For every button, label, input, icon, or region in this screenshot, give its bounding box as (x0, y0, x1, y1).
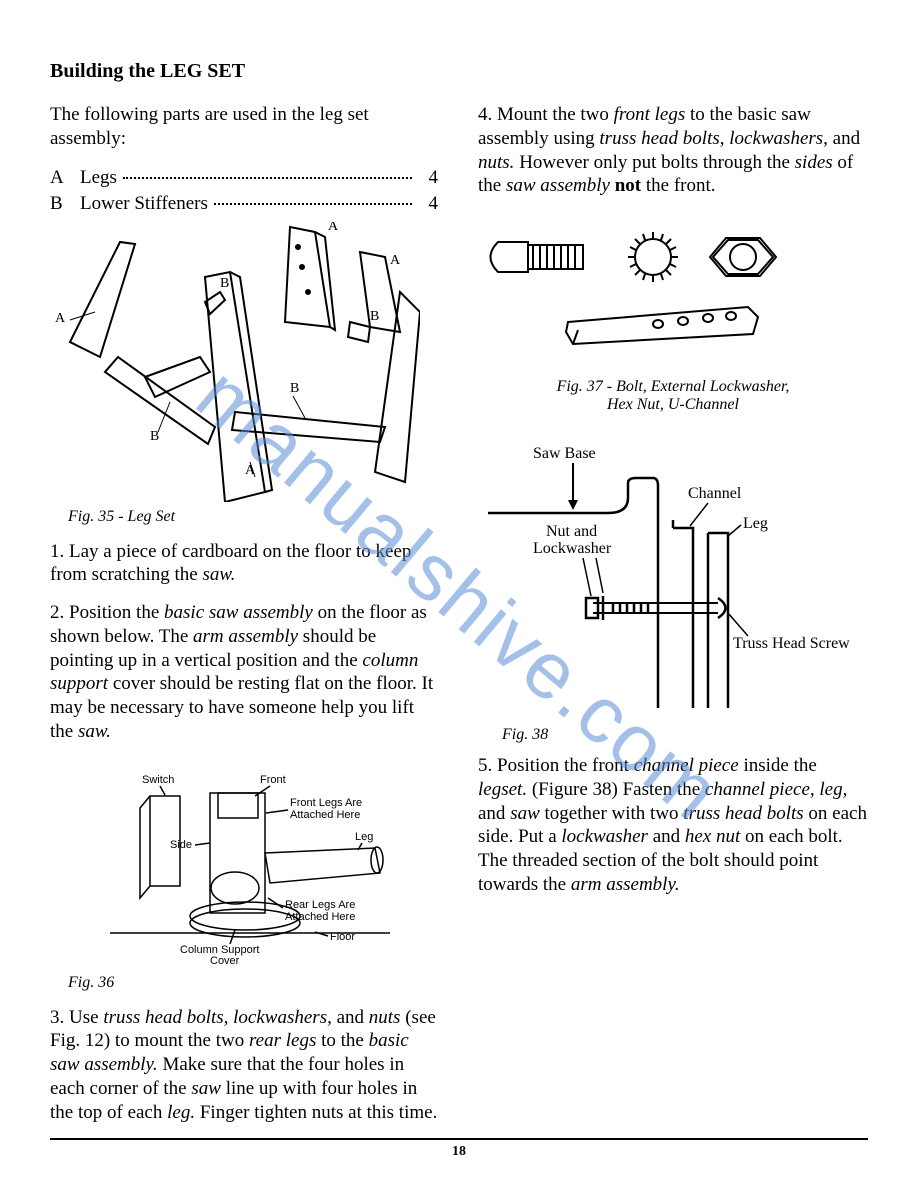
step-4: 4. Mount the two front legs to the basic… (478, 103, 868, 198)
svg-text:Floor: Floor (330, 931, 355, 943)
step-text: and (648, 826, 685, 847)
step-text: the front. (641, 175, 715, 196)
part-name: Legs (80, 165, 117, 192)
parts-row: A Legs 4 (50, 165, 438, 192)
step-em: truss head bolts (683, 803, 803, 824)
step-em: nuts (369, 1007, 401, 1028)
svg-text:A: A (55, 311, 66, 326)
svg-text:Truss Head Screw: Truss Head Screw (733, 635, 850, 652)
fig38-caption: Fig. 38 (502, 726, 868, 744)
right-column: 4. Mount the two front legs to the basic… (478, 103, 868, 1138)
step-em: channel piece, leg, (705, 779, 847, 800)
part-letter: B (50, 191, 80, 218)
section-title: Building the LEG SET (50, 60, 868, 83)
svg-text:B: B (290, 381, 299, 396)
step-text: together with two (540, 803, 684, 824)
svg-text:Switch: Switch (142, 774, 174, 786)
fig36-diagram: Switch Front Front Legs Are Attached Her… (80, 758, 410, 968)
svg-text:Attached Here: Attached Here (290, 809, 360, 821)
step-3: 3. Use truss head bolts, lockwashers, an… (50, 1006, 438, 1125)
svg-text:Rear Legs Are: Rear Legs Are (285, 899, 355, 911)
svg-text:Channel: Channel (688, 485, 742, 502)
step-em: truss head bolts, lockwashers, (103, 1007, 332, 1028)
step-text: and (828, 128, 860, 149)
step-1: 1. Lay a piece of cardboard on the floor… (50, 540, 438, 588)
leader-dots (214, 191, 412, 205)
step-em: lockwasher (561, 826, 648, 847)
svg-text:Attached Here: Attached Here (285, 911, 355, 923)
page-content: Building the LEG SET The following parts… (50, 60, 868, 1148)
step-em: nuts. (478, 152, 514, 173)
svg-text:Nut and: Nut and (546, 523, 597, 540)
step-text: However only put bolts through the (514, 152, 794, 173)
step-text: 5. Position the front (478, 755, 634, 776)
fig37-caption: Fig. 37 - Bolt, External Lockwasher, Hex… (478, 378, 868, 414)
part-qty: 4 (418, 191, 438, 218)
fig35-caption: Fig. 35 - Leg Set (68, 508, 438, 526)
caption-line: Fig. 37 - Bolt, External Lockwasher, (557, 378, 790, 395)
step-em: channel piece (634, 755, 739, 776)
step-em: arm assembly (193, 626, 298, 647)
page-number: 18 (50, 1138, 868, 1160)
svg-text:Cover: Cover (210, 955, 240, 967)
step-em: front legs (614, 104, 686, 125)
step-2: 2. Position the basic saw assembly on th… (50, 601, 438, 744)
step-text: inside the (739, 755, 817, 776)
step-strong: not (615, 175, 641, 196)
svg-text:B: B (220, 276, 229, 291)
step-em: sides (795, 152, 833, 173)
step-text: (Figure 38) Fasten the (527, 779, 705, 800)
leader-dots (123, 165, 412, 179)
step-em: legset. (478, 779, 527, 800)
svg-text:A: A (328, 222, 339, 234)
step-text: Finger tighten nuts at this time. (195, 1102, 437, 1123)
svg-text:Front Legs Are: Front Legs Are (290, 797, 362, 809)
step-text: 2. Position the (50, 602, 164, 623)
fig37-diagram (478, 212, 848, 372)
step-em: saw (191, 1078, 221, 1099)
svg-text:Leg: Leg (743, 515, 768, 532)
step-text: 3. Use (50, 1007, 103, 1028)
step-em: arm assembly. (571, 874, 680, 895)
step-em: hex nut (685, 826, 740, 847)
step-em: basic saw assembly (164, 602, 313, 623)
caption-line: Hex Nut, U-Channel (607, 396, 739, 413)
left-column: The following parts are used in the leg … (50, 103, 438, 1138)
parts-list: A Legs 4 B Lower Stiffeners 4 (50, 165, 438, 218)
step-em: truss head bolts, lockwashers, (599, 128, 828, 149)
svg-text:Leg: Leg (355, 831, 373, 843)
step-em: saw. (202, 564, 235, 585)
svg-text:B: B (370, 309, 379, 324)
svg-text:A: A (390, 253, 401, 268)
svg-text:Saw Base: Saw Base (533, 445, 596, 462)
step-5: 5. Position the front channel piece insi… (478, 754, 868, 897)
part-qty: 4 (418, 165, 438, 192)
step-em: saw. (78, 721, 111, 742)
parts-row: B Lower Stiffeners 4 (50, 191, 438, 218)
step-em: leg. (167, 1102, 195, 1123)
intro-text: The following parts are used in the leg … (50, 103, 438, 151)
fig35-diagram: A A A B (50, 222, 420, 502)
step-em: saw assembly (506, 175, 610, 196)
step-text: and (332, 1007, 369, 1028)
fig36-caption: Fig. 36 (68, 974, 438, 992)
svg-text:Lockwasher: Lockwasher (533, 540, 612, 557)
fig38-diagram: Saw Base Channel Leg Nut and Lockwasher … (478, 428, 868, 718)
step-text: to the (316, 1030, 368, 1051)
svg-text:Side: Side (170, 839, 192, 851)
step-text: and (478, 803, 510, 824)
part-name: Lower Stiffeners (80, 191, 208, 218)
svg-text:Front: Front (260, 774, 286, 786)
two-column-layout: The following parts are used in the leg … (50, 103, 868, 1138)
part-letter: A (50, 165, 80, 192)
step-em: saw (510, 803, 540, 824)
step-text: 4. Mount the two (478, 104, 614, 125)
step-em: rear legs (249, 1030, 316, 1051)
